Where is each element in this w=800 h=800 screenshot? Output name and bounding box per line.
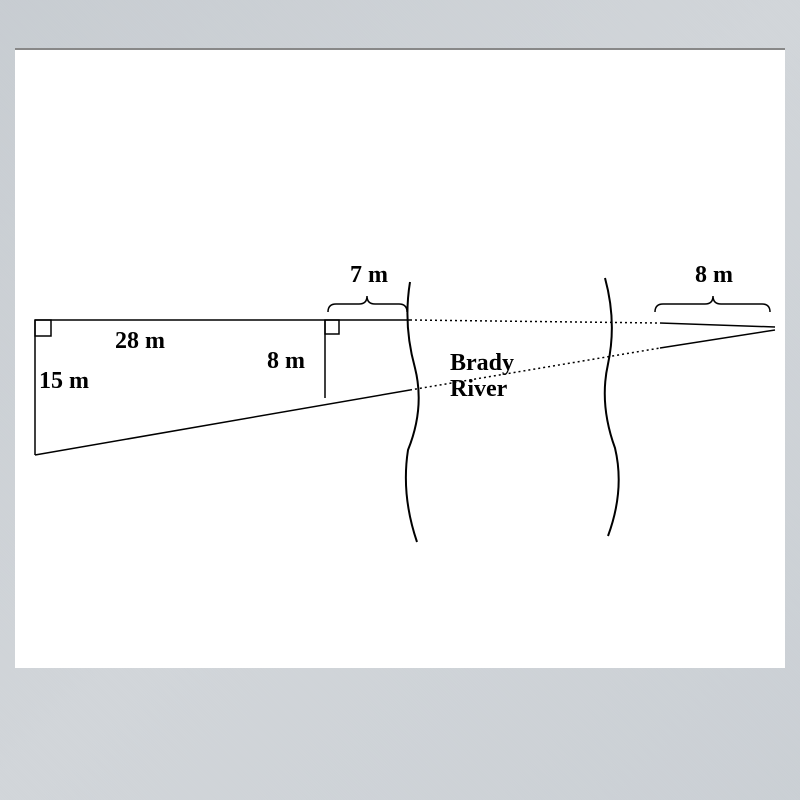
river-left-bank bbox=[406, 282, 419, 542]
label-15m: 15 m bbox=[39, 368, 89, 395]
river-right-bank bbox=[605, 278, 619, 536]
top-edge-right bbox=[660, 323, 775, 327]
river-name: Brady River bbox=[450, 350, 514, 403]
brace-8m bbox=[655, 296, 770, 312]
river-name-line1: Brady bbox=[450, 350, 514, 376]
bottom-edge-right bbox=[660, 330, 775, 348]
river-name-line2: River bbox=[450, 376, 507, 402]
top-edge-dotted bbox=[410, 320, 660, 323]
right-angle-marker-left bbox=[35, 320, 51, 336]
bottom-edge-dotted bbox=[410, 348, 660, 390]
label-7m: 7 m bbox=[350, 262, 388, 289]
geometry-diagram bbox=[15, 50, 785, 670]
label-8m-inner: 8 m bbox=[267, 348, 305, 375]
label-28m: 28 m bbox=[115, 328, 165, 355]
brace-7m bbox=[328, 296, 407, 312]
label-8m-right: 8 m bbox=[695, 262, 733, 289]
bottom-edge-left bbox=[35, 390, 410, 455]
right-angle-marker-inner bbox=[325, 320, 339, 334]
page-content: 7 m 8 m 28 m 8 m 15 m Brady River bbox=[15, 48, 785, 668]
